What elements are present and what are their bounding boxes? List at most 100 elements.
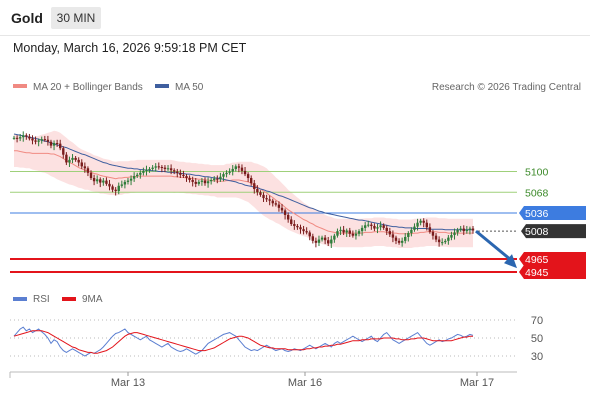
candle-body [126, 180, 130, 182]
candle-body [336, 231, 339, 236]
candle-body [357, 231, 361, 234]
candle-body [243, 170, 247, 175]
candle-body [160, 167, 164, 168]
chart-datetime: Monday, March 16, 2026 9:59:18 PM CET [13, 41, 247, 55]
candle-body [163, 167, 167, 169]
candle-body [453, 232, 456, 236]
candle-body [222, 174, 225, 177]
candle-body [265, 198, 268, 200]
candle-body [471, 228, 475, 231]
candle-body [99, 179, 102, 183]
candle-body [197, 181, 201, 184]
candle-body [157, 166, 160, 168]
candle-body [354, 233, 358, 236]
candle-body [40, 139, 43, 141]
candle-body [120, 184, 124, 186]
candle-body [345, 230, 348, 233]
candle-body [277, 204, 281, 208]
candle-body [15, 137, 19, 139]
time-tick-label: Mar 17 [460, 377, 494, 389]
timeframe-button[interactable]: 30 MIN [51, 7, 101, 29]
candle-body [342, 229, 345, 233]
candle-body [290, 219, 293, 225]
candle-body [437, 239, 441, 243]
candle-body [148, 168, 151, 170]
candle-body [367, 224, 370, 226]
candle-body [246, 174, 250, 179]
ma50-line [13, 133, 473, 231]
support-label-4965: 4965 [525, 254, 549, 266]
candle-body [419, 220, 422, 223]
resistance-label-5068: 5068 [525, 187, 549, 199]
candle-body [428, 227, 432, 232]
candle-body [102, 180, 105, 183]
candle-body [274, 203, 278, 205]
candle-body [105, 180, 108, 184]
ma9-legend-swatch [62, 297, 76, 301]
rsi-ma-line [13, 330, 473, 354]
candle-body [400, 240, 404, 243]
candle-body [456, 229, 459, 233]
candle-body [203, 180, 207, 184]
last-label-tag-5008 [521, 224, 586, 239]
rsi-tick-30: 30 [531, 351, 543, 363]
bollinger-band [14, 130, 473, 248]
ma20-line [14, 150, 473, 235]
candle-body [407, 233, 410, 237]
candle-body [234, 166, 237, 169]
candle-body [154, 166, 157, 168]
rsi-legend: RSI 9MA [13, 294, 103, 305]
candle-body [65, 154, 68, 163]
candle-body [129, 178, 133, 181]
candle-body [376, 227, 379, 229]
candle-body [114, 189, 117, 191]
candle-body [145, 169, 148, 171]
candle-body [256, 189, 259, 193]
ma20-legend-label: MA 20 + Bollinger Bands [33, 82, 143, 93]
candle-body [311, 236, 315, 241]
candle-body [12, 137, 16, 139]
candle-body [95, 179, 99, 182]
candle-body [416, 222, 419, 227]
main-legend: MA 20 + Bollinger Bands MA 50 Research ©… [13, 82, 581, 93]
forecast-arrow-shaft [475, 229, 511, 261]
candle-body [388, 231, 392, 235]
candle-body [308, 232, 311, 237]
candle-body [450, 235, 453, 238]
candle-body [351, 233, 355, 236]
candle-body [391, 234, 395, 238]
candle-body [213, 178, 216, 180]
candle-body [179, 172, 182, 175]
candle-body [219, 176, 222, 180]
candle-body [123, 181, 127, 185]
candle-body [280, 207, 284, 211]
candle-body [136, 174, 139, 177]
candle-body [86, 168, 90, 173]
candle-body [142, 170, 145, 173]
candle-body [339, 229, 342, 232]
candle-body [188, 178, 191, 180]
forecast-arrow-head [504, 254, 517, 269]
candle-body [314, 240, 318, 243]
candle-body [271, 200, 274, 204]
candle-body [283, 210, 287, 215]
bollinger-band-area [14, 130, 473, 248]
candle-body [43, 139, 47, 141]
candle-body [37, 140, 40, 142]
candle-body [363, 225, 367, 228]
pivot-label-tag-5036 [519, 206, 586, 220]
rsi-legend-label: RSI [33, 294, 50, 305]
candle-body [262, 194, 265, 199]
candle-body [394, 237, 398, 241]
candle-body [52, 143, 56, 146]
candle-body [253, 183, 256, 190]
candle-body [348, 230, 351, 234]
candle-body [139, 172, 142, 175]
candle-body [293, 224, 296, 226]
candle-body [117, 185, 120, 191]
candle-body [323, 237, 327, 241]
candle-body [370, 224, 373, 226]
candle-body [216, 178, 219, 180]
